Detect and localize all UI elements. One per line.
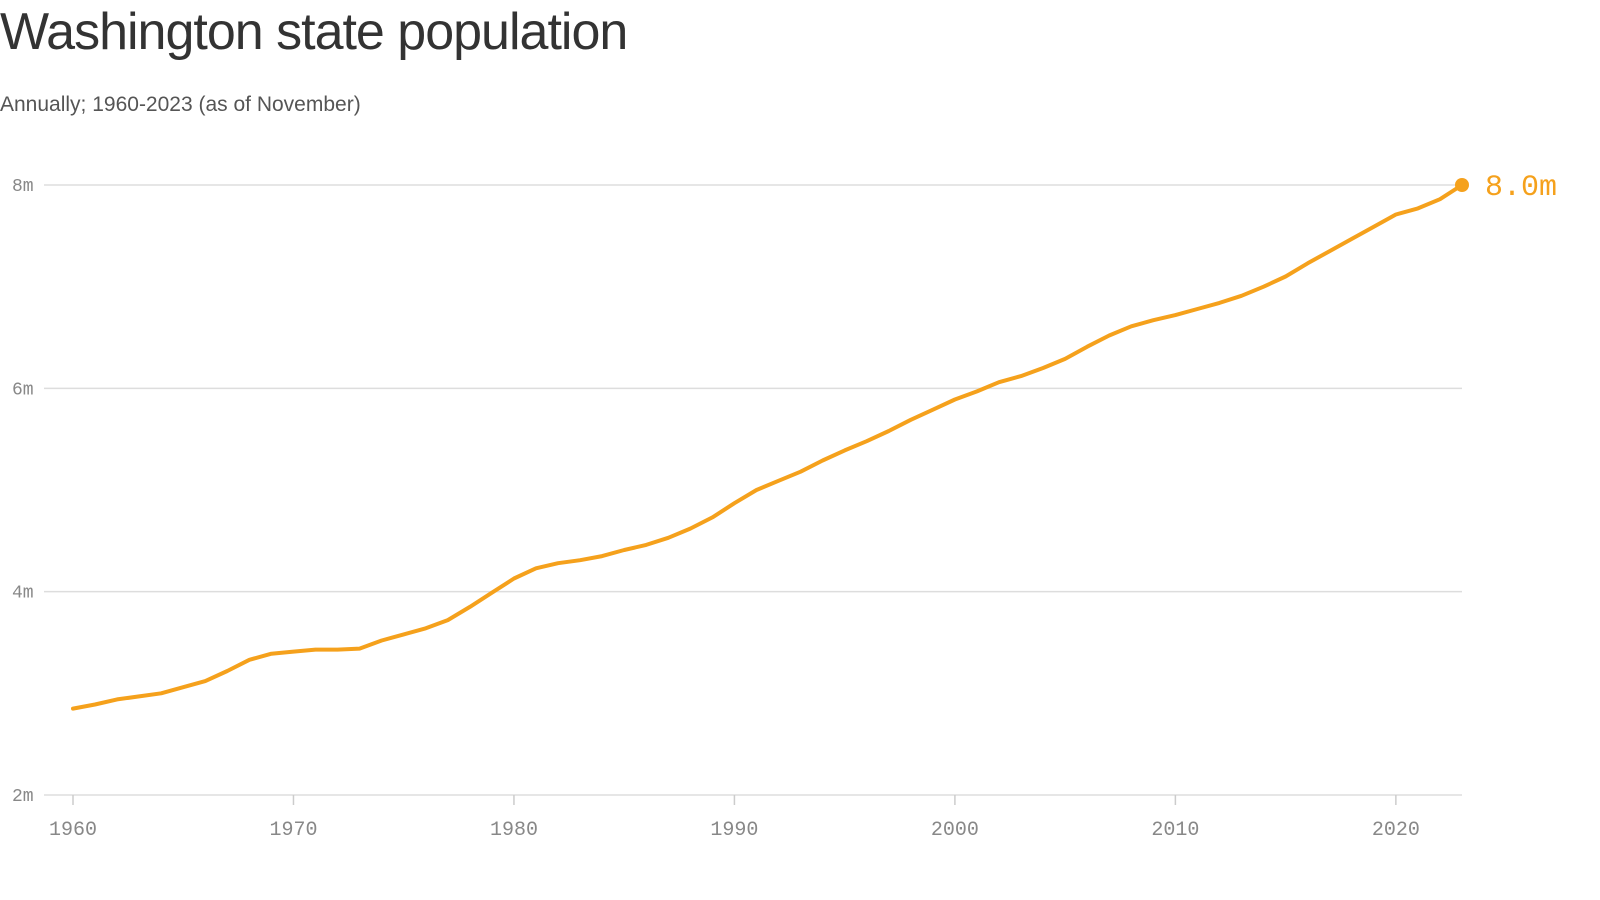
series-layer [71,183,1464,711]
x-tick-label: 1970 [269,819,317,842]
x-tick-label: 2000 [931,819,979,842]
annotations: 8.0m [1455,171,1557,205]
axis-labels: 2m 4m 6m 8m 1960 1970 1980 1990 2000 2010 2020 [12,177,1420,842]
series-line-0 [71,183,1464,711]
x-tick-label: 2010 [1151,819,1199,842]
y-tick-label: 2m [12,787,34,807]
x-tick-label: 2020 [1372,819,1420,842]
x-tick-label: 1980 [490,819,538,842]
x-tick-label: 1960 [49,819,97,842]
x-tick-label: 1990 [710,819,758,842]
grid-lines [44,184,1462,796]
end-point-marker [1455,178,1469,192]
end-value-label: 8.0m [1485,171,1557,205]
chart-subtitle: Annually; 1960-2023 (as of November) [0,93,361,116]
y-tick-label: 8m [12,177,34,197]
y-tick-label: 6m [12,380,34,400]
y-tick-label: 4m [12,584,34,604]
chart-title: Washington state population [0,3,628,61]
